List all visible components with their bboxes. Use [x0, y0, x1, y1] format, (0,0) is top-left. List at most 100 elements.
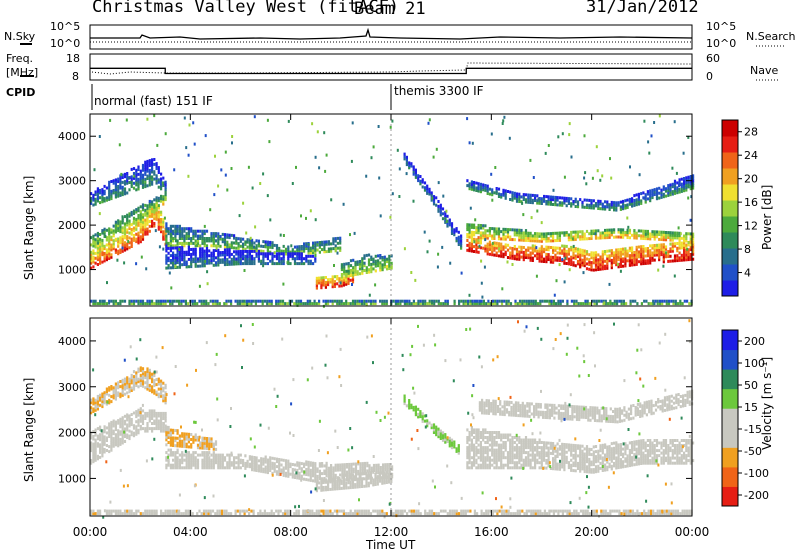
- data-cell: [383, 478, 386, 482]
- data-cell: [251, 458, 254, 462]
- data-cell: [665, 302, 668, 306]
- data-cell: [92, 452, 95, 456]
- data-cell: [522, 236, 525, 240]
- data-cell: [622, 199, 625, 203]
- data-cell: [217, 251, 220, 255]
- noise-cell: [595, 145, 598, 149]
- data-cell: [471, 302, 474, 306]
- data-cell: [130, 182, 133, 186]
- data-cell: [336, 236, 339, 240]
- data-cell: [534, 239, 537, 243]
- noise-cell: [616, 262, 619, 266]
- data-cell: [615, 251, 618, 254]
- data-cell: [644, 200, 647, 204]
- data-cell: [210, 466, 213, 470]
- data-cell: [493, 253, 496, 257]
- data-cell: [123, 187, 127, 191]
- data-cell: [169, 443, 172, 447]
- data-cell: [640, 259, 643, 263]
- data-cell: [251, 463, 254, 467]
- data-cell: [414, 173, 417, 177]
- data-cell: [196, 466, 200, 470]
- data-cell: [137, 418, 140, 422]
- data-cell: [96, 199, 99, 203]
- data-cell: [479, 226, 482, 230]
- data-cell: [228, 255, 231, 259]
- data-cell: [363, 484, 366, 488]
- data-cell: [488, 192, 491, 196]
- data-cell: [153, 214, 156, 218]
- data-cell: [165, 224, 168, 228]
- data-cell: [518, 245, 521, 249]
- data-cell: [473, 463, 476, 467]
- data-cell: [350, 477, 353, 481]
- noise-cell: [325, 153, 328, 157]
- data-cell: [99, 443, 102, 447]
- data-cell: [468, 453, 471, 457]
- data-cell: [408, 399, 411, 402]
- data-cell: [162, 396, 165, 400]
- data-cell: [532, 299, 535, 303]
- data-cell: [126, 436, 129, 439]
- data-cell: [181, 248, 184, 252]
- data-cell: [187, 229, 190, 233]
- data-cell: [167, 441, 170, 444]
- data-cell: [323, 247, 326, 251]
- data-cell: [242, 237, 245, 241]
- data-cell: [181, 466, 184, 470]
- data-cell: [237, 259, 240, 263]
- data-cell: [484, 224, 487, 228]
- data-cell: [165, 244, 168, 248]
- data-cell: [280, 252, 283, 256]
- noise-cell: [93, 168, 96, 172]
- data-cell: [475, 436, 478, 439]
- data-cell: [119, 230, 122, 234]
- data-cell: [99, 299, 102, 303]
- data-cell: [649, 259, 652, 262]
- data-cell: [160, 302, 163, 306]
- data-cell: [181, 244, 184, 248]
- data-cell: [626, 233, 629, 237]
- data-cell: [674, 302, 677, 306]
- data-cell: [370, 262, 373, 266]
- data-cell: [477, 231, 480, 235]
- data-cell: [239, 244, 242, 248]
- data-cell: [457, 446, 460, 450]
- data-cell: [141, 417, 145, 420]
- range-tick-label: 4000: [58, 130, 86, 143]
- data-cell: [325, 461, 328, 465]
- data-cell: [112, 242, 115, 246]
- data-cell: [676, 191, 679, 195]
- data-cell: [343, 262, 346, 266]
- data-cell: [475, 231, 478, 235]
- noise-cell: [188, 123, 191, 127]
- data-cell: [471, 299, 474, 303]
- data-cell: [223, 253, 227, 257]
- data-cell: [172, 237, 175, 240]
- data-cell: [126, 423, 129, 427]
- data-cell: [162, 302, 165, 306]
- data-cell: [381, 479, 384, 483]
- data-cell: [139, 424, 142, 428]
- data-cell: [336, 482, 339, 486]
- data-cell: [144, 376, 147, 380]
- data-cell: [342, 476, 345, 480]
- data-cell: [493, 229, 496, 233]
- data-cell: [349, 483, 352, 487]
- data-cell: [351, 302, 355, 306]
- data-cell: [130, 245, 133, 248]
- data-cell: [132, 167, 136, 171]
- data-cell: [139, 376, 142, 380]
- data-cell: [383, 258, 386, 262]
- data-cell: [388, 470, 391, 474]
- noise-cell: [353, 231, 356, 235]
- data-cell: [92, 302, 95, 306]
- data-cell: [126, 228, 129, 232]
- data-cell: [649, 251, 652, 255]
- data-cell: [383, 471, 386, 475]
- data-cell: [167, 232, 170, 236]
- data-cell: [132, 216, 136, 220]
- noise-cell: [243, 269, 246, 272]
- data-cell: [137, 165, 140, 169]
- data-cell: [155, 411, 158, 415]
